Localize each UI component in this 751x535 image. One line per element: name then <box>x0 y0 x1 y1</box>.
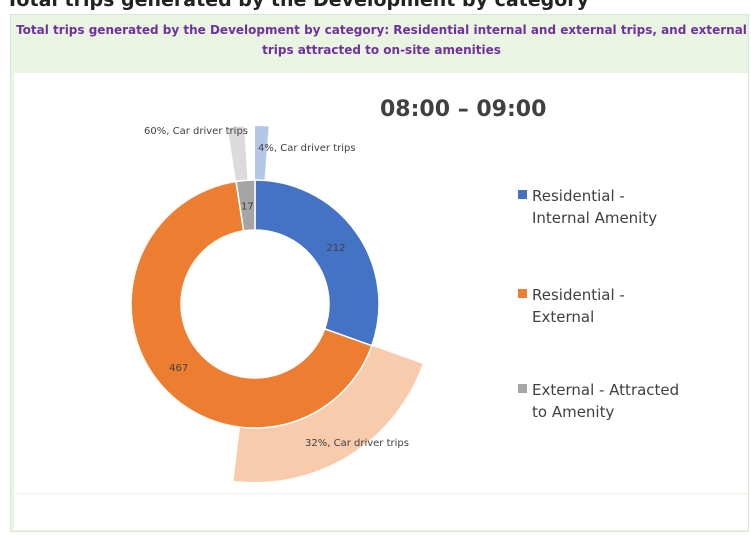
legend-label-line1: Residential - <box>532 187 625 205</box>
donut-slice-external-attracted-to-amenity <box>235 179 256 232</box>
legend-swatch <box>518 190 527 199</box>
legend-label-line2: External <box>532 308 595 326</box>
slice-value-label: 17 <box>241 201 254 212</box>
car-driver-wedge-residential-internal-amenity <box>255 126 269 181</box>
legend-swatch <box>518 384 527 393</box>
car-driver-label: 32%, Car driver trips <box>305 438 409 449</box>
page-header-fragment: Total trips generated by the Development… <box>0 0 751 14</box>
car-driver-wedge-external-attracted-to-amenity <box>227 126 248 182</box>
slice-value-label: 212 <box>326 243 345 254</box>
donut-slice-residential-external <box>130 180 373 429</box>
page-header-text: Total trips generated by the Development… <box>6 0 590 11</box>
chart-bottom-pane <box>14 494 748 530</box>
car-driver-wedge-residential-external <box>233 345 423 482</box>
legend-label-line2: Internal Amenity <box>532 209 658 227</box>
chart-title: Total trips generated by the Development… <box>16 23 747 57</box>
legend-swatch <box>518 289 527 298</box>
car-driver-label: 60%, Car driver trips <box>144 126 248 137</box>
legend-label-line2: to Amenity <box>532 403 615 421</box>
car-driver-label: 4%, Car driver trips <box>258 143 356 154</box>
time-period-label: 08:00 – 09:00 <box>380 97 547 122</box>
legend-label-line1: External - Attracted <box>532 381 680 399</box>
slice-value-label: 467 <box>169 363 188 374</box>
legend-label-line1: Residential - <box>532 286 625 304</box>
donut-slice-residential-internal-amenity <box>254 179 380 347</box>
